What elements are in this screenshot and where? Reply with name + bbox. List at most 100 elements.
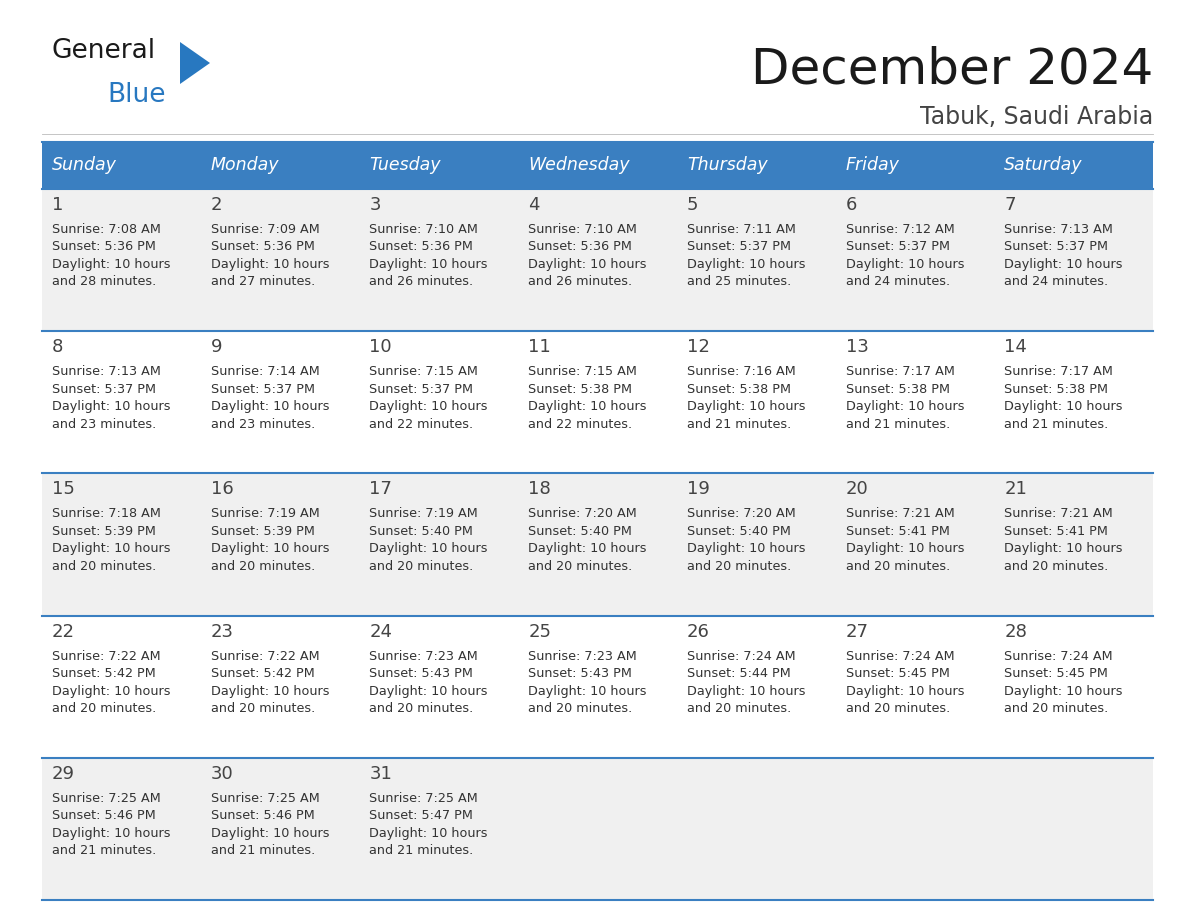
Text: Daylight: 10 hours: Daylight: 10 hours xyxy=(1004,685,1123,698)
Text: 2: 2 xyxy=(210,196,222,214)
Text: Sunset: 5:43 PM: Sunset: 5:43 PM xyxy=(369,667,473,680)
Text: Daylight: 10 hours: Daylight: 10 hours xyxy=(687,543,805,555)
Text: 31: 31 xyxy=(369,765,392,783)
Text: Sunset: 5:46 PM: Sunset: 5:46 PM xyxy=(52,810,156,823)
Text: Sunrise: 7:18 AM: Sunrise: 7:18 AM xyxy=(52,508,160,521)
Text: and 21 minutes.: and 21 minutes. xyxy=(1004,418,1108,431)
Text: Sunrise: 7:24 AM: Sunrise: 7:24 AM xyxy=(687,650,796,663)
Text: Sunrise: 7:17 AM: Sunrise: 7:17 AM xyxy=(846,365,954,378)
Bar xyxy=(835,616,994,757)
Text: 9: 9 xyxy=(210,338,222,356)
Text: Daylight: 10 hours: Daylight: 10 hours xyxy=(369,258,488,271)
Text: Sunrise: 7:21 AM: Sunrise: 7:21 AM xyxy=(1004,508,1113,521)
Text: Daylight: 10 hours: Daylight: 10 hours xyxy=(210,685,329,698)
Text: and 20 minutes.: and 20 minutes. xyxy=(846,702,950,715)
Text: 27: 27 xyxy=(846,622,868,641)
Text: Sunset: 5:47 PM: Sunset: 5:47 PM xyxy=(369,810,473,823)
Text: Daylight: 10 hours: Daylight: 10 hours xyxy=(529,543,646,555)
Bar xyxy=(518,142,677,189)
Text: and 20 minutes.: and 20 minutes. xyxy=(687,560,791,573)
Text: and 28 minutes.: and 28 minutes. xyxy=(52,275,157,288)
Bar xyxy=(42,331,201,474)
Bar xyxy=(201,142,360,189)
Text: Wednesday: Wednesday xyxy=(529,156,630,174)
Text: and 20 minutes.: and 20 minutes. xyxy=(369,702,474,715)
Text: Sunset: 5:38 PM: Sunset: 5:38 PM xyxy=(1004,383,1108,396)
Text: Sunrise: 7:25 AM: Sunrise: 7:25 AM xyxy=(369,792,479,805)
Text: Sunrise: 7:19 AM: Sunrise: 7:19 AM xyxy=(369,508,479,521)
Text: Sunrise: 7:15 AM: Sunrise: 7:15 AM xyxy=(529,365,637,378)
Text: Sunrise: 7:14 AM: Sunrise: 7:14 AM xyxy=(210,365,320,378)
Text: 6: 6 xyxy=(846,196,857,214)
Bar xyxy=(360,331,518,474)
Bar xyxy=(994,331,1154,474)
Text: Daylight: 10 hours: Daylight: 10 hours xyxy=(1004,543,1123,555)
Text: 7: 7 xyxy=(1004,196,1016,214)
Text: 13: 13 xyxy=(846,338,868,356)
Text: 4: 4 xyxy=(529,196,539,214)
Text: Sunset: 5:41 PM: Sunset: 5:41 PM xyxy=(1004,525,1108,538)
Text: Sunset: 5:42 PM: Sunset: 5:42 PM xyxy=(52,667,156,680)
Text: and 20 minutes.: and 20 minutes. xyxy=(1004,560,1108,573)
Text: Sunrise: 7:08 AM: Sunrise: 7:08 AM xyxy=(52,223,160,236)
Text: and 26 minutes.: and 26 minutes. xyxy=(529,275,632,288)
Bar xyxy=(518,616,677,757)
Text: Sunrise: 7:09 AM: Sunrise: 7:09 AM xyxy=(210,223,320,236)
Text: and 21 minutes.: and 21 minutes. xyxy=(846,418,950,431)
Text: Sunrise: 7:22 AM: Sunrise: 7:22 AM xyxy=(52,650,160,663)
Bar xyxy=(835,474,994,616)
Bar xyxy=(994,142,1154,189)
Text: and 22 minutes.: and 22 minutes. xyxy=(529,418,632,431)
Text: Daylight: 10 hours: Daylight: 10 hours xyxy=(846,258,965,271)
Bar xyxy=(42,474,201,616)
Bar xyxy=(360,616,518,757)
Bar xyxy=(360,474,518,616)
Bar xyxy=(42,616,201,757)
Text: 1: 1 xyxy=(52,196,63,214)
Text: Sunset: 5:45 PM: Sunset: 5:45 PM xyxy=(1004,667,1108,680)
Bar xyxy=(42,142,201,189)
Text: Daylight: 10 hours: Daylight: 10 hours xyxy=(846,543,965,555)
Text: Daylight: 10 hours: Daylight: 10 hours xyxy=(52,400,171,413)
Bar xyxy=(201,474,360,616)
Text: Sunset: 5:38 PM: Sunset: 5:38 PM xyxy=(846,383,949,396)
Text: 29: 29 xyxy=(52,765,75,783)
Text: 30: 30 xyxy=(210,765,234,783)
Text: 8: 8 xyxy=(52,338,63,356)
Text: Friday: Friday xyxy=(846,156,899,174)
Text: Sunset: 5:40 PM: Sunset: 5:40 PM xyxy=(529,525,632,538)
Text: 11: 11 xyxy=(529,338,551,356)
Text: 10: 10 xyxy=(369,338,392,356)
Text: Sunrise: 7:20 AM: Sunrise: 7:20 AM xyxy=(529,508,637,521)
Bar xyxy=(42,757,201,900)
Text: Sunrise: 7:20 AM: Sunrise: 7:20 AM xyxy=(687,508,796,521)
Bar xyxy=(360,189,518,331)
Text: and 24 minutes.: and 24 minutes. xyxy=(1004,275,1108,288)
Text: and 21 minutes.: and 21 minutes. xyxy=(369,845,474,857)
Text: Daylight: 10 hours: Daylight: 10 hours xyxy=(210,400,329,413)
Text: Blue: Blue xyxy=(107,82,165,108)
Bar xyxy=(835,757,994,900)
Text: 14: 14 xyxy=(1004,338,1028,356)
Text: 24: 24 xyxy=(369,622,392,641)
Text: Sunrise: 7:13 AM: Sunrise: 7:13 AM xyxy=(52,365,160,378)
Text: Sunrise: 7:11 AM: Sunrise: 7:11 AM xyxy=(687,223,796,236)
Text: Sunrise: 7:22 AM: Sunrise: 7:22 AM xyxy=(210,650,320,663)
Text: Daylight: 10 hours: Daylight: 10 hours xyxy=(52,685,171,698)
Bar xyxy=(677,331,835,474)
Text: Sunday: Sunday xyxy=(52,156,116,174)
Text: 25: 25 xyxy=(529,622,551,641)
Bar xyxy=(835,189,994,331)
Text: and 23 minutes.: and 23 minutes. xyxy=(210,418,315,431)
Text: Sunset: 5:36 PM: Sunset: 5:36 PM xyxy=(529,241,632,253)
Text: 20: 20 xyxy=(846,480,868,498)
Text: and 20 minutes.: and 20 minutes. xyxy=(52,560,157,573)
Text: Sunset: 5:40 PM: Sunset: 5:40 PM xyxy=(687,525,791,538)
Bar xyxy=(994,189,1154,331)
Bar xyxy=(360,757,518,900)
Bar xyxy=(677,757,835,900)
Text: Sunrise: 7:25 AM: Sunrise: 7:25 AM xyxy=(210,792,320,805)
Bar xyxy=(835,331,994,474)
Text: Sunset: 5:38 PM: Sunset: 5:38 PM xyxy=(687,383,791,396)
Text: and 21 minutes.: and 21 minutes. xyxy=(52,845,157,857)
